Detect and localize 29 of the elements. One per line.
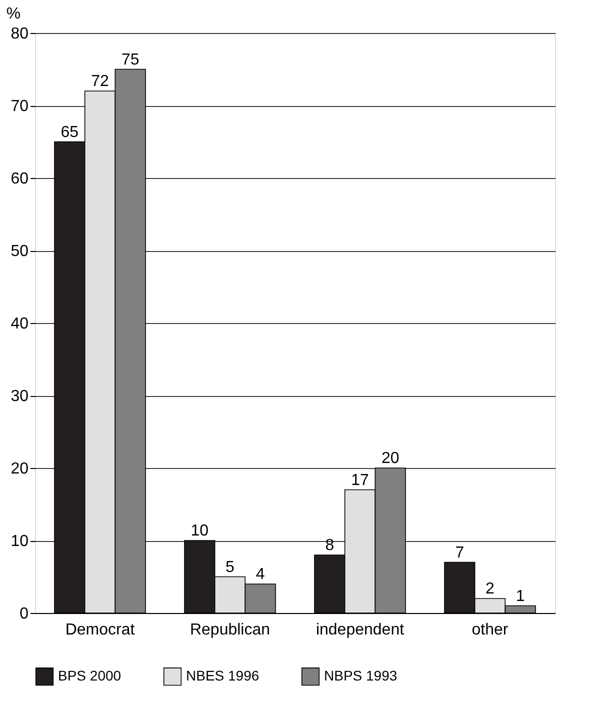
data-label: 5 [226,558,235,576]
data-label: 4 [256,566,265,583]
y-tick-label: 40 [10,316,29,332]
data-label: 75 [121,51,140,68]
y-tick-label: 30 [10,388,29,405]
y-tick-label: 10 [10,533,29,550]
data-label: 20 [381,450,400,467]
y-tick-label: 70 [10,98,29,115]
legend-label: BPS 2000 [58,668,122,684]
data-label: 17 [351,472,369,489]
data-label: 72 [91,73,109,90]
y-tick-label: 20 [10,460,29,478]
y-tick-label: 50 [10,243,29,260]
data-label: 7 [455,544,464,562]
y-tick-label: 80 [10,26,29,42]
legend-label: NBES 1996 [186,668,260,684]
data-label: 10 [190,522,209,540]
y-tick-label: 60 [10,170,29,188]
y-axis-title: % [6,6,21,22]
data-label: 1 [516,588,525,605]
y-tick-label: 0 [20,606,29,622]
x-tick-label: Democrat [65,622,136,638]
data-label: 8 [325,537,334,554]
x-tick-label: independent [316,622,405,638]
data-label: 65 [60,124,79,141]
x-tick-label: Republican [190,622,270,638]
legend-label: NBPS 1993 [324,668,398,684]
data-label: 2 [486,580,495,598]
x-tick-label: other [472,622,509,638]
